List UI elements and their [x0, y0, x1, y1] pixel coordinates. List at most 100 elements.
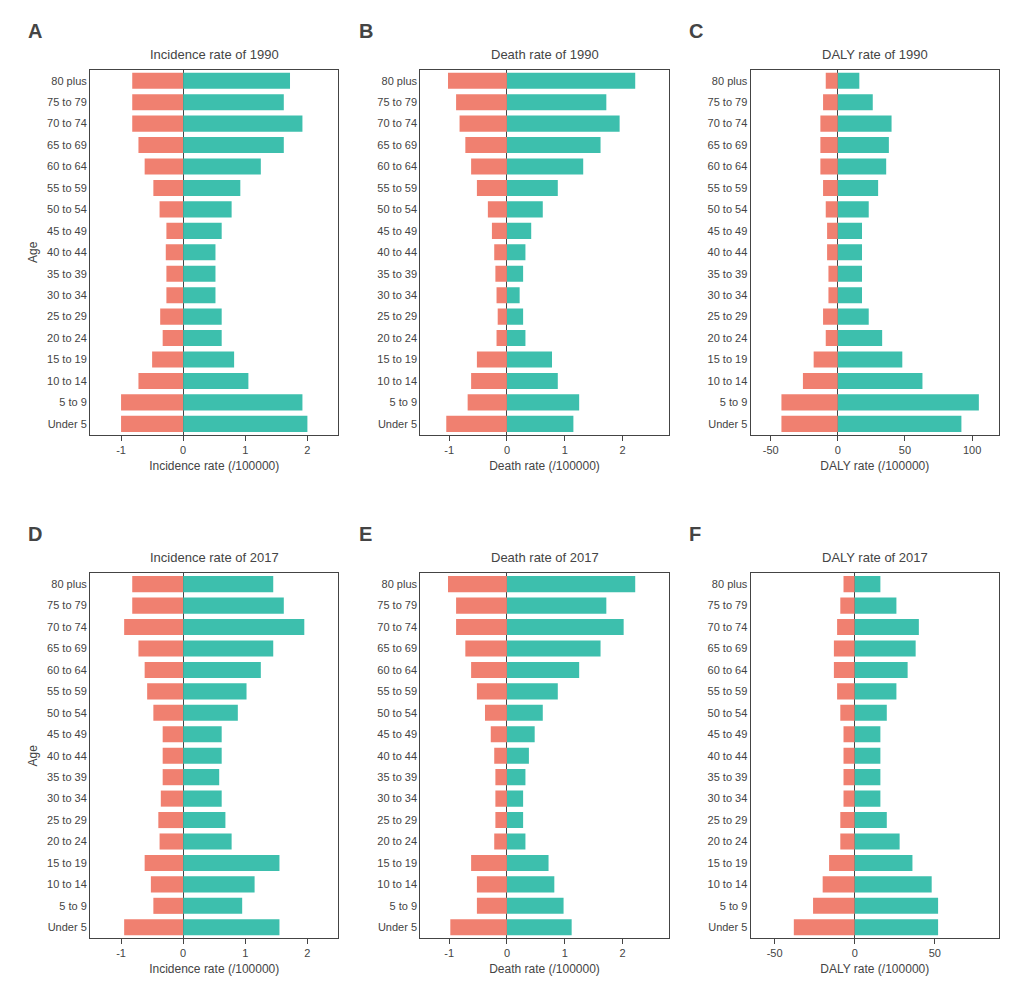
svg-text:5 to 9: 5 to 9 [59, 396, 87, 408]
svg-text:65 to 69: 65 to 69 [47, 139, 87, 151]
svg-text:30 to 34: 30 to 34 [47, 289, 87, 301]
svg-text:20 to 24: 20 to 24 [708, 835, 748, 847]
svg-text:50 to 54: 50 to 54 [47, 707, 87, 719]
svg-text:40 to 44: 40 to 44 [377, 750, 417, 762]
svg-text:40 to 44: 40 to 44 [47, 246, 87, 258]
svg-text:1: 1 [562, 444, 568, 456]
svg-text:25 to 29: 25 to 29 [377, 814, 417, 826]
svg-text:10 to 14: 10 to 14 [377, 878, 417, 890]
svg-text:-50: -50 [763, 444, 779, 456]
svg-text:75 to 79: 75 to 79 [47, 96, 87, 108]
svg-text:70 to 74: 70 to 74 [47, 117, 87, 129]
svg-text:50 to 54: 50 to 54 [708, 707, 748, 719]
svg-text:60 to 64: 60 to 64 [47, 160, 87, 172]
svg-text:40 to 44: 40 to 44 [377, 246, 417, 258]
svg-text:50 to 54: 50 to 54 [708, 203, 748, 215]
svg-text:20 to 24: 20 to 24 [47, 835, 87, 847]
svg-text:15 to 19: 15 to 19 [708, 857, 748, 869]
svg-text:50 to 54: 50 to 54 [377, 707, 417, 719]
svg-text:45 to 49: 45 to 49 [47, 225, 87, 237]
svg-text:15 to 19: 15 to 19 [377, 353, 417, 365]
svg-text:10 to 14: 10 to 14 [47, 375, 87, 387]
svg-text:55 to 59: 55 to 59 [708, 685, 748, 697]
svg-text:5 to 9: 5 to 9 [720, 396, 748, 408]
svg-text:55 to 59: 55 to 59 [708, 182, 748, 194]
svg-text:1: 1 [242, 444, 248, 456]
svg-text:-1: -1 [444, 444, 454, 456]
svg-text:55 to 59: 55 to 59 [377, 182, 417, 194]
svg-text:Under 5: Under 5 [48, 418, 87, 430]
svg-text:80 plus: 80 plus [51, 578, 87, 590]
svg-text:65 to 69: 65 to 69 [377, 139, 417, 151]
svg-text:100: 100 [963, 444, 981, 456]
svg-text:70 to 74: 70 to 74 [377, 117, 417, 129]
svg-text:80 plus: 80 plus [712, 75, 748, 87]
svg-text:0: 0 [504, 947, 510, 959]
svg-text:35 to 39: 35 to 39 [708, 771, 748, 783]
svg-text:25 to 29: 25 to 29 [708, 310, 748, 322]
svg-text:10 to 14: 10 to 14 [47, 878, 87, 890]
svg-text:2: 2 [619, 947, 625, 959]
svg-text:Death rate (/100000): Death rate (/100000) [489, 962, 600, 976]
svg-text:45 to 49: 45 to 49 [708, 225, 748, 237]
svg-text:-1: -1 [116, 947, 126, 959]
svg-text:15 to 19: 15 to 19 [708, 353, 748, 365]
svg-text:35 to 39: 35 to 39 [377, 771, 417, 783]
svg-text:F: F [689, 523, 701, 545]
svg-text:Age: Age [26, 241, 40, 263]
svg-text:Under 5: Under 5 [708, 418, 747, 430]
svg-text:30 to 34: 30 to 34 [708, 289, 748, 301]
svg-text:25 to 29: 25 to 29 [377, 310, 417, 322]
svg-text:20 to 24: 20 to 24 [377, 835, 417, 847]
svg-text:30 to 34: 30 to 34 [377, 289, 417, 301]
svg-text:Under 5: Under 5 [378, 921, 417, 933]
svg-text:Incidence rate of 1990: Incidence rate of 1990 [150, 47, 279, 62]
svg-text:15 to 19: 15 to 19 [377, 857, 417, 869]
svg-text:2: 2 [619, 444, 625, 456]
svg-text:65 to 69: 65 to 69 [708, 139, 748, 151]
svg-text:-1: -1 [116, 444, 126, 456]
svg-text:Death rate (/100000): Death rate (/100000) [489, 459, 600, 473]
svg-text:2: 2 [304, 947, 310, 959]
svg-text:DALY rate of 2017: DALY rate of 2017 [822, 550, 928, 565]
svg-text:45 to 49: 45 to 49 [377, 225, 417, 237]
svg-text:30 to 34: 30 to 34 [377, 792, 417, 804]
svg-text:80 plus: 80 plus [51, 75, 87, 87]
svg-text:30 to 34: 30 to 34 [47, 792, 87, 804]
svg-text:0: 0 [852, 947, 858, 959]
svg-text:55 to 59: 55 to 59 [47, 182, 87, 194]
svg-text:65 to 69: 65 to 69 [377, 642, 417, 654]
svg-text:DALY rate (/100000): DALY rate (/100000) [820, 962, 929, 976]
svg-text:Under 5: Under 5 [708, 921, 747, 933]
svg-text:Incidence rate of 2017: Incidence rate of 2017 [150, 550, 279, 565]
svg-text:25 to 29: 25 to 29 [47, 310, 87, 322]
svg-text:D: D [28, 523, 42, 545]
svg-text:20 to 24: 20 to 24 [377, 332, 417, 344]
svg-text:5 to 9: 5 to 9 [720, 900, 748, 912]
svg-text:-1: -1 [444, 947, 454, 959]
svg-text:20 to 24: 20 to 24 [47, 332, 87, 344]
svg-text:55 to 59: 55 to 59 [47, 685, 87, 697]
svg-text:Incidence rate (/100000): Incidence rate (/100000) [149, 962, 279, 976]
svg-text:20 to 24: 20 to 24 [708, 332, 748, 344]
svg-text:75 to 79: 75 to 79 [708, 96, 748, 108]
svg-text:45 to 49: 45 to 49 [377, 728, 417, 740]
svg-text:0: 0 [835, 444, 841, 456]
svg-text:80 plus: 80 plus [382, 75, 418, 87]
svg-text:80 plus: 80 plus [382, 578, 418, 590]
svg-text:15 to 19: 15 to 19 [47, 353, 87, 365]
svg-text:75 to 79: 75 to 79 [47, 599, 87, 611]
svg-text:60 to 64: 60 to 64 [377, 664, 417, 676]
svg-text:Age: Age [26, 745, 40, 767]
svg-text:0: 0 [504, 444, 510, 456]
svg-text:1: 1 [562, 947, 568, 959]
svg-text:65 to 69: 65 to 69 [708, 642, 748, 654]
svg-text:70 to 74: 70 to 74 [708, 117, 748, 129]
svg-text:10 to 14: 10 to 14 [377, 375, 417, 387]
svg-text:10 to 14: 10 to 14 [708, 375, 748, 387]
svg-text:75 to 79: 75 to 79 [708, 599, 748, 611]
svg-text:0: 0 [180, 947, 186, 959]
svg-text:25 to 29: 25 to 29 [47, 814, 87, 826]
svg-text:0: 0 [180, 444, 186, 456]
svg-text:30 to 34: 30 to 34 [708, 792, 748, 804]
